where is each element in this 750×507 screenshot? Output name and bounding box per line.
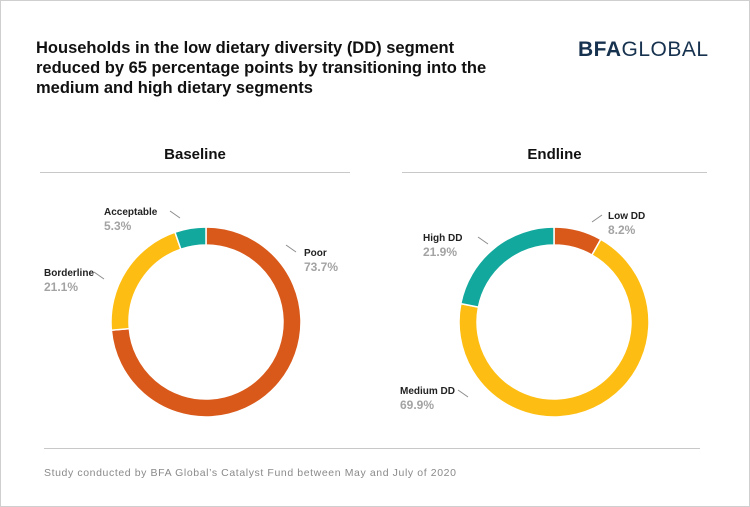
endline-leader-low-dd [591,214,603,223]
baseline-value-acceptable: 5.3% [104,219,132,233]
endline-leader-medium-dd [457,389,469,398]
baseline-slice-acceptable [174,226,207,251]
endline-underline [402,172,707,173]
endline-value-medium-dd: 69.9% [400,398,434,412]
baseline-underline [40,172,350,173]
endline-value-high-dd: 21.9% [423,245,457,259]
endline-value-low-dd: 8.2% [608,223,636,237]
baseline-slice-poor [110,226,302,418]
baseline-label-acceptable: Acceptable [104,207,158,218]
logo-bfa-text: BFA [578,38,622,61]
slide-title: Households in the low dietary diversity … [36,39,487,97]
endline-slice-medium-dd [458,238,650,418]
baseline-title: Baseline [164,146,226,163]
endline-slice-high-dd [459,226,555,308]
baseline-leader-poor [285,244,297,253]
endline-leader-high-dd [477,236,489,245]
baseline-leader-acceptable [169,210,181,219]
baseline-value-borderline: 21.1% [44,280,78,294]
endline-label-low-dd: Low DD [608,211,645,222]
bfa-global-logo: BFAGLOBAL [578,38,709,62]
endline-label-high-dd: High DD [423,233,462,244]
baseline-value-poor: 73.7% [304,260,338,274]
baseline-label-poor: Poor [304,248,327,259]
footer-divider [44,448,700,449]
logo-global-text: GLOBAL [621,38,709,61]
endline-label-medium-dd: Medium DD [400,386,455,397]
baseline-leader-borderline [93,271,105,280]
baseline-slice-borderline [110,231,182,332]
endline-title: Endline [527,146,582,163]
baseline-label-borderline: Borderline [44,268,94,279]
footer-note: Study conducted by BFA Global’s Catalyst… [44,467,457,479]
